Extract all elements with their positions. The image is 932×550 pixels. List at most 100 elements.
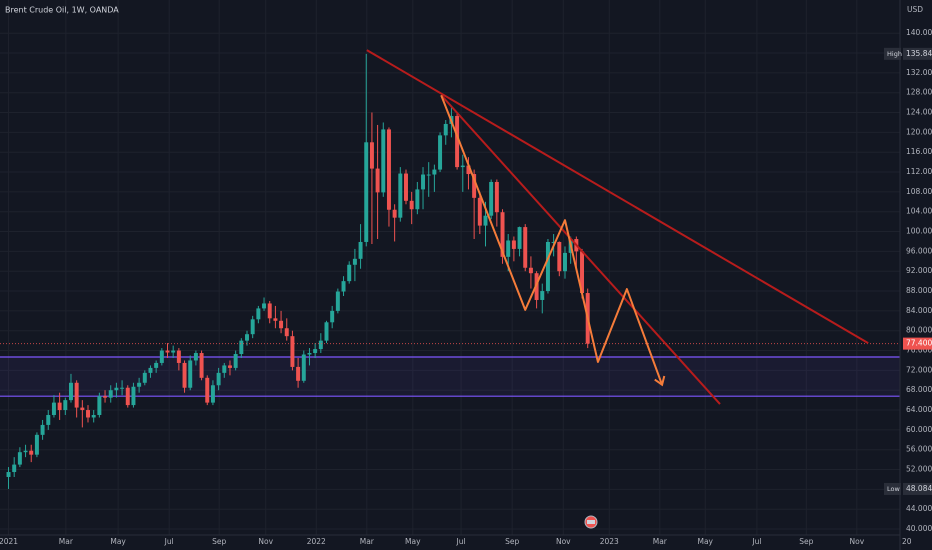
candle-body (51, 402, 56, 416)
y-tick-label: 92.000 (906, 266, 932, 275)
candle-body (324, 322, 329, 341)
candle-body (199, 353, 204, 378)
candle-body (176, 350, 181, 363)
candle-body (392, 209, 397, 218)
y-tick-label: 120.000 (906, 127, 932, 136)
y-tick-label: 44.000 (906, 504, 932, 513)
candle-body (460, 165, 465, 168)
candle-body (580, 251, 585, 294)
candle-body (483, 215, 488, 226)
candle-body (426, 174, 431, 176)
candle-body (125, 387, 130, 406)
price-axis-panel (900, 0, 932, 550)
candle-body (540, 291, 545, 300)
candle-body (23, 450, 28, 453)
x-tick-label: Nov (556, 537, 571, 546)
event-icon[interactable] (584, 515, 598, 529)
y-tick-label: 132.000 (906, 68, 932, 77)
y-tick-label: 52.000 (906, 465, 932, 474)
y-tick-label: 116.000 (906, 147, 932, 156)
candle-body (528, 267, 533, 274)
candle-body (409, 200, 414, 210)
trend-drawing (366, 49, 869, 344)
candle-body (148, 367, 153, 373)
candle-body (290, 336, 295, 367)
x-tick-label: Nov (850, 537, 865, 546)
candle-body (500, 212, 505, 257)
x-tick-label: May (110, 537, 126, 546)
candle-body (352, 258, 357, 265)
trend-drawing (440, 94, 664, 386)
candle-body (398, 173, 403, 218)
y-tick-label: 60.000 (906, 425, 932, 434)
grid (0, 0, 907, 535)
candle-body (154, 362, 159, 368)
candle-body (262, 303, 267, 309)
candle-body (114, 387, 119, 391)
x-tick-label: Mar (360, 537, 375, 546)
candle-body (438, 135, 443, 170)
candle-body (68, 382, 73, 401)
candle-body (6, 472, 11, 477)
candle-body (29, 450, 34, 455)
extreme-value: 48.084 (906, 484, 932, 493)
candle-body (12, 464, 17, 473)
candle-body (443, 123, 448, 136)
last-price-label: 77.400 (906, 339, 932, 348)
x-tick-label: Sep (505, 537, 519, 546)
candle-body (239, 340, 244, 355)
candle-body (222, 365, 227, 373)
candle-body (216, 372, 221, 386)
candle-body (165, 350, 170, 353)
candle-body (364, 142, 369, 242)
trend-drawing (440, 94, 721, 405)
candle-body (455, 116, 460, 168)
candle-body (46, 415, 51, 425)
candle-body (562, 252, 567, 272)
candle-body (34, 434, 39, 455)
extreme-name-badge (884, 47, 901, 60)
last-price-badge (903, 337, 932, 350)
candle-body (284, 328, 289, 337)
currency: USD (907, 5, 923, 14)
candle-body (404, 173, 408, 201)
candle-body (375, 168, 380, 193)
candle-body (210, 385, 215, 403)
candle-body (432, 169, 437, 175)
candle-body (267, 303, 272, 319)
candle-body (103, 396, 108, 398)
x-tick-label: Jul (164, 537, 174, 546)
candle-body (86, 410, 90, 418)
candle-body (97, 396, 102, 416)
y-tick-label: 64.000 (906, 405, 932, 414)
candle-body (40, 424, 45, 435)
candle-body (313, 349, 318, 354)
candle-body (341, 281, 346, 292)
candle-body (256, 308, 261, 320)
x-tick-label: Sep (799, 537, 813, 546)
candle-body (120, 387, 125, 389)
candle-body (188, 360, 193, 388)
candle-body (358, 241, 363, 259)
x-tick-label: Jul (456, 537, 466, 546)
event-icon-flag (587, 520, 595, 524)
candle-body (318, 340, 323, 350)
extreme-name: Low (887, 485, 900, 493)
candle-body (142, 372, 147, 383)
candle-body (415, 189, 420, 210)
candle-body (80, 407, 85, 411)
axes: 40.00044.00048.00052.00056.00060.00064.0… (0, 28, 932, 546)
y-tick-label: 140.000 (906, 28, 932, 37)
x-tick-label: May (697, 537, 713, 546)
candle-body (335, 291, 340, 311)
candle-body (227, 365, 232, 368)
candle-body (307, 353, 312, 355)
candle-body (369, 142, 374, 169)
y-tick-label: 72.000 (906, 365, 932, 374)
x-tick-label: 20 (902, 537, 912, 546)
candle-body (517, 227, 522, 249)
candle-body (506, 240, 511, 257)
candle-body (381, 129, 386, 193)
candle-body (108, 390, 113, 398)
